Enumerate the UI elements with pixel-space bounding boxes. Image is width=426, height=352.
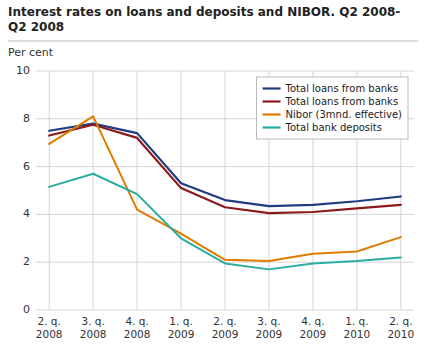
- x-tick-line: 2. q.: [38, 315, 61, 327]
- grid: [36, 71, 414, 310]
- legend-label: Total loans from banks: [285, 83, 399, 94]
- legend-swatch: [263, 100, 281, 102]
- legend: Total loans from banks Total loans from b…: [257, 77, 408, 139]
- x-tick-label: 3. q.2009: [256, 315, 283, 340]
- chart: Interest rates on loans and deposits and…: [0, 0, 426, 352]
- grid-line: [137, 71, 138, 310]
- legend-swatch: [263, 113, 281, 115]
- y-tick-label: 6: [23, 160, 30, 173]
- x-tick-label: 3. q.2008: [80, 315, 107, 340]
- x-tick-label: 4. q.2008: [124, 315, 151, 340]
- x-tick-line: 2008: [36, 328, 63, 340]
- legend-frame: [257, 77, 408, 139]
- x-tick-line: 2010: [343, 328, 370, 340]
- grid-line: [49, 71, 50, 310]
- grid-line: [225, 71, 226, 310]
- x-tick-line: 1. q.: [345, 315, 368, 327]
- y-tick-label: 8: [23, 112, 30, 125]
- legend-swatch: [263, 126, 281, 128]
- title-line: Q2 2008: [8, 20, 64, 34]
- axes: 02468102. q.20083. q.20084. q.20081. q.2…: [16, 64, 414, 340]
- x-tick-line: 1. q.: [169, 315, 192, 327]
- x-tick-line: 2009: [212, 328, 239, 340]
- x-tick-label: 1. q.2010: [343, 315, 370, 340]
- x-tick-line: 3. q.: [81, 315, 104, 327]
- x-tick-label: 2. q.2008: [36, 315, 63, 340]
- x-tick-line: 2008: [80, 328, 107, 340]
- y-axis-label: Per cent: [8, 46, 54, 59]
- x-tick-line: 2. q.: [389, 315, 412, 327]
- x-tick-label: 4. q.2009: [300, 315, 327, 340]
- separator: [8, 41, 418, 42]
- x-tick-line: 3. q.: [257, 315, 280, 327]
- y-tick-label: 2: [23, 255, 30, 268]
- x-tick-label: 1. q.2009: [168, 315, 195, 340]
- x-tick-line: 2008: [124, 328, 151, 340]
- x-tick-label: 2. q.2010: [387, 315, 414, 340]
- x-tick-line: 2009: [256, 328, 283, 340]
- grid-line: [93, 71, 94, 310]
- x-tick-line: 4. q.: [125, 315, 148, 327]
- series-line: [49, 174, 401, 270]
- x-tick-line: 2009: [300, 328, 327, 340]
- x-tick-line: 2. q.: [213, 315, 236, 327]
- legend-label: Total bank deposits: [285, 122, 382, 133]
- x-tick-line: 2009: [168, 328, 195, 340]
- title-line: Interest rates on loans and deposits and…: [8, 5, 400, 19]
- y-tick-label: 4: [23, 207, 30, 220]
- x-tick-line: 2010: [387, 328, 414, 340]
- y-tick-label: 10: [16, 64, 30, 77]
- y-tick-label: 0: [23, 303, 30, 316]
- grid-line: [181, 71, 182, 310]
- x-tick-line: 4. q.: [301, 315, 324, 327]
- x-tick-label: 2. q.2009: [212, 315, 239, 340]
- title: Interest rates on loans and deposits and…: [8, 5, 400, 34]
- legend-label: Total loans from banks: [285, 96, 399, 107]
- legend-label: Nibor (3mnd. effective): [286, 109, 403, 120]
- legend-swatch: [263, 87, 281, 89]
